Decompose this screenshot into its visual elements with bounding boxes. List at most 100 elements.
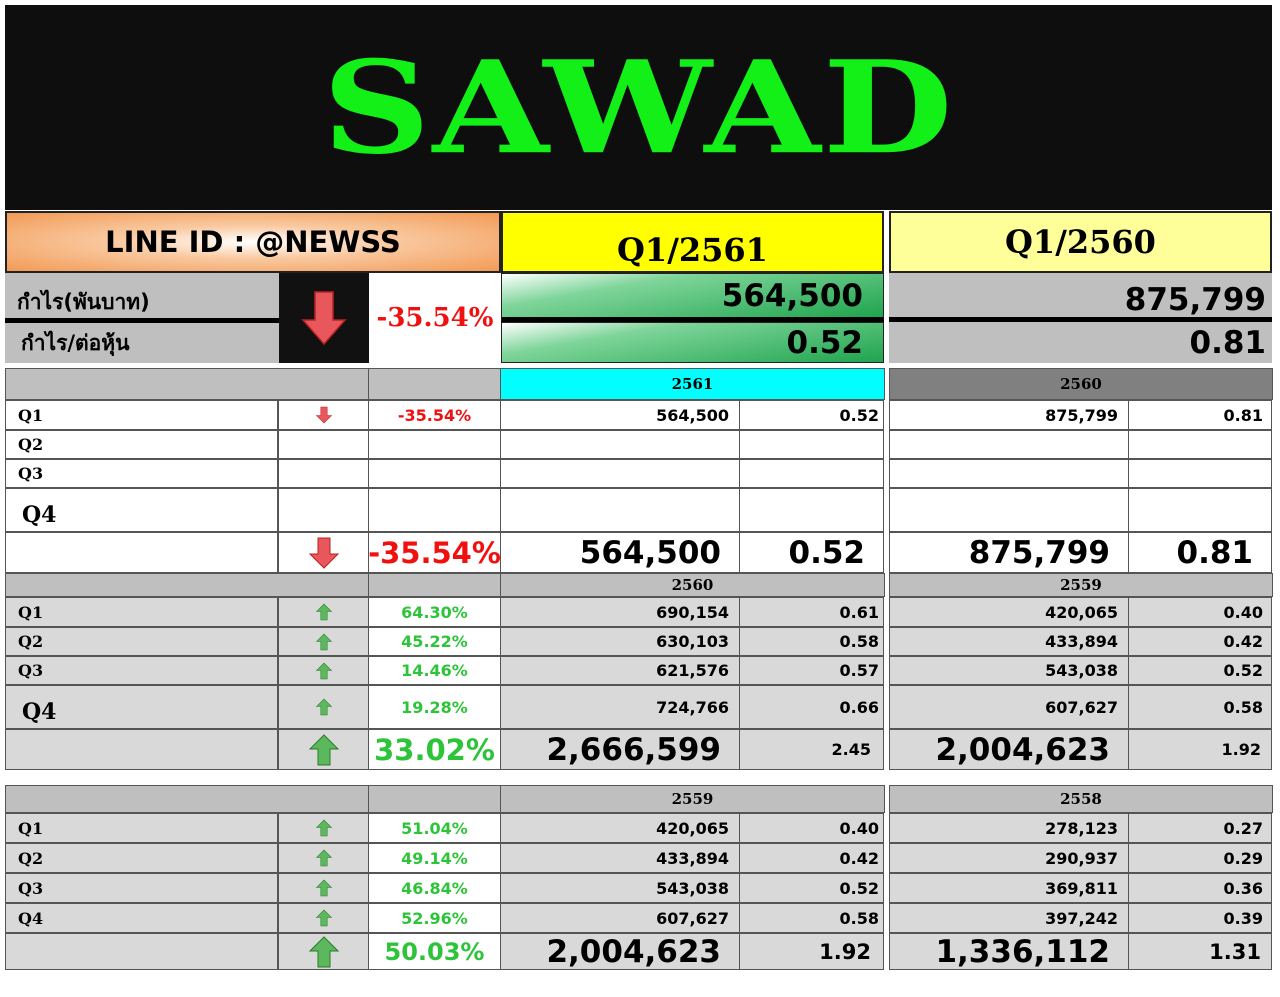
total-year-b-profit: 875,799	[889, 532, 1129, 573]
year-a-eps-text: 0.52	[839, 405, 879, 425]
total-year-a-profit-text: 2,004,623	[546, 933, 721, 970]
quarter-label-text: Q2	[18, 632, 44, 651]
change-percent-text: 51.04%	[401, 818, 468, 838]
section-header-blank	[5, 573, 369, 597]
year-b-header-text: 2559	[1060, 576, 1102, 594]
current-period-header: Q1/2561	[501, 211, 884, 273]
year-b-header: 2559	[889, 573, 1273, 597]
arrow-up-icon	[315, 603, 332, 621]
total-year-b-profit-text: 1,336,112	[935, 933, 1110, 970]
year-a-profit	[500, 488, 740, 532]
change-percent: -35.54%	[368, 400, 501, 430]
year-b-profit-text: 543,038	[1045, 661, 1118, 680]
quarter-label-text: Q4	[22, 502, 57, 528]
change-percent-text: 46.84%	[401, 878, 468, 898]
year-b-header: 2560	[889, 368, 1273, 400]
year-b-profit-text: 433,894	[1045, 632, 1118, 651]
year-b-eps: 0.81	[1128, 400, 1272, 430]
year-a-eps-text: 0.40	[839, 818, 879, 838]
year-b-profit-text: 607,627	[1045, 697, 1118, 717]
summary-change: -35.54%	[376, 303, 494, 333]
direction-cell	[278, 873, 369, 903]
change-percent-text: 49.14%	[401, 848, 468, 868]
change-percent: 45.22%	[368, 627, 501, 656]
section-header-blank	[5, 785, 369, 813]
previous-eps: 0.81	[1189, 324, 1267, 361]
year-b-eps	[1128, 488, 1272, 532]
previous-profit: 875,799	[1124, 282, 1266, 318]
line-id-cell: LINE ID : @NEWSS	[5, 211, 501, 273]
year-a-profit	[500, 430, 740, 459]
total-year-b-profit-text: 2,004,623	[935, 731, 1110, 768]
year-b-profit-text: 397,242	[1045, 908, 1118, 928]
year-b-profit: 369,811	[889, 873, 1129, 903]
year-b-eps-text: 0.42	[1223, 632, 1263, 651]
previous-period-header: Q1/2560	[889, 211, 1272, 273]
year-b-profit-text: 369,811	[1045, 878, 1118, 898]
total-direction-cell	[278, 532, 369, 573]
year-a-eps-text: 0.58	[839, 908, 879, 928]
total-year-a-profit: 2,004,623	[500, 933, 740, 970]
year-a-eps-text: 0.57	[839, 661, 879, 680]
year-b-profit-text: 420,065	[1045, 602, 1118, 622]
total-change-percent: -35.54%	[368, 532, 501, 573]
quarter-label: Q1	[5, 813, 278, 843]
change-percent: 51.04%	[368, 813, 501, 843]
section-header-blank	[368, 573, 501, 597]
total-year-a-profit: 564,500	[500, 532, 740, 573]
year-b-profit: 607,627	[889, 685, 1129, 729]
year-b-eps-text: 0.39	[1223, 908, 1263, 928]
year-b-profit	[889, 459, 1129, 488]
direction-cell	[278, 656, 369, 685]
quarter-label-text: Q4	[18, 908, 44, 928]
current-period-text: Q1/2561	[617, 231, 768, 269]
previous-period-text: Q1/2560	[1005, 223, 1156, 261]
eps-label-cell: กำไร/ต่อหุ้น	[5, 323, 279, 363]
year-a-profit-text: 420,065	[656, 818, 729, 838]
year-a-eps-text: 0.42	[839, 848, 879, 868]
year-a-profit: 420,065	[500, 813, 740, 843]
year-b-eps-text: 0.36	[1223, 878, 1263, 898]
year-a-eps: 0.61	[739, 597, 884, 627]
year-a-eps: 0.52	[739, 873, 884, 903]
year-b-eps: 0.58	[1128, 685, 1272, 729]
year-a-profit-text: 630,103	[656, 632, 729, 651]
arrow-up-icon	[315, 909, 332, 927]
year-b-eps	[1128, 459, 1272, 488]
quarter-label: Q3	[5, 656, 278, 685]
quarter-label-text: Q2	[18, 848, 44, 868]
total-year-b-profit: 2,004,623	[889, 729, 1129, 770]
quarter-label-text: Q1	[18, 405, 44, 425]
year-a-header-text: 2561	[671, 375, 714, 393]
year-a-eps	[739, 488, 884, 532]
total-year-a-profit-text: 2,666,599	[546, 731, 721, 768]
direction-cell	[278, 488, 369, 532]
total-year-b-eps-text: 1.31	[1209, 939, 1261, 964]
quarter-label: Q2	[5, 843, 278, 873]
year-a-profit: 690,154	[500, 597, 740, 627]
change-percent	[368, 459, 501, 488]
direction-cell	[278, 400, 369, 430]
year-a-eps: 0.66	[739, 685, 884, 729]
year-b-eps: 0.39	[1128, 903, 1272, 933]
change-percent-text: 14.46%	[401, 661, 468, 680]
year-b-profit: 875,799	[889, 400, 1129, 430]
total-year-b-eps-text: 0.81	[1176, 534, 1254, 571]
arrow-up-icon	[308, 935, 339, 967]
year-a-profit: 543,038	[500, 873, 740, 903]
year-b-eps-text: 0.29	[1223, 848, 1263, 868]
quarter-label-text: Q4	[22, 699, 57, 725]
year-a-eps-text: 0.66	[839, 697, 879, 717]
year-a-header: 2560	[500, 573, 885, 597]
quarter-label: Q3	[5, 459, 278, 488]
total-year-a-eps: 2.45	[739, 729, 884, 770]
change-percent-text: 52.96%	[401, 908, 468, 928]
year-a-header: 2559	[500, 785, 885, 813]
change-percent-text: 64.30%	[401, 602, 468, 622]
year-a-profit: 630,103	[500, 627, 740, 656]
change-percent: 49.14%	[368, 843, 501, 873]
year-b-eps-text: 0.81	[1223, 405, 1263, 425]
summary-change-cell: -35.54%	[369, 273, 501, 363]
total-direction-cell	[278, 729, 369, 770]
year-b-eps-text: 0.58	[1223, 697, 1263, 717]
